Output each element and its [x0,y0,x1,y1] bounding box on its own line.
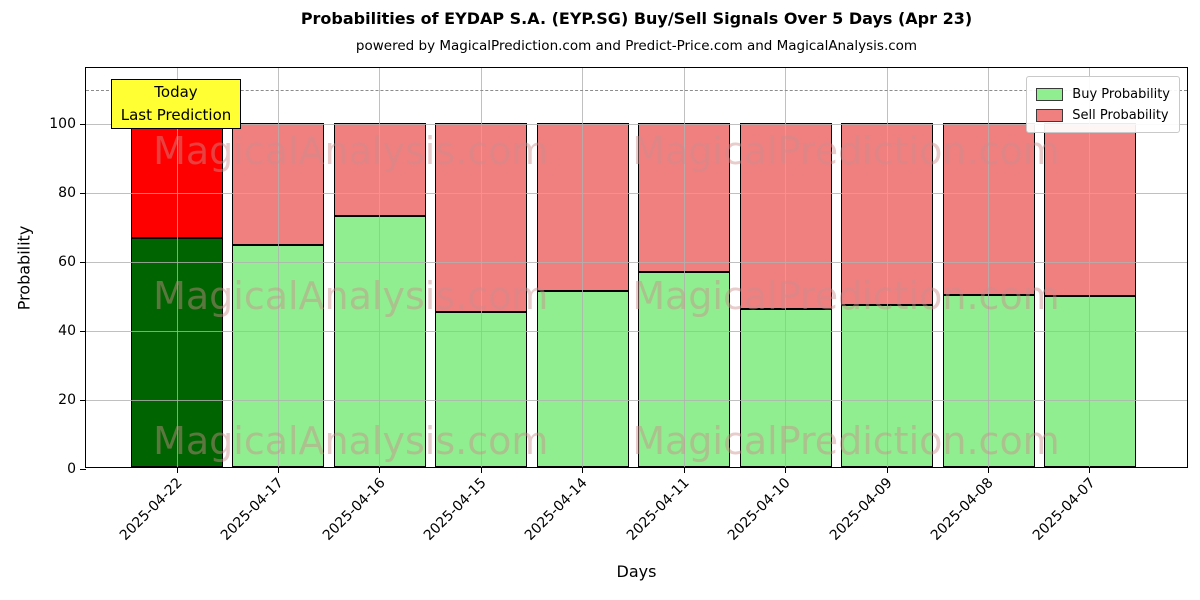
x-gridline [582,68,584,467]
x-tick-mark [582,467,584,473]
y-tick-label: 0 [67,461,76,477]
x-gridline [379,68,381,467]
watermark-magicalprediction: MagicalPrediction.com [632,418,1060,463]
x-tick-label: 2025-04-09 [826,475,896,544]
x-gridline [988,68,990,467]
x-gridline [480,68,482,467]
y-tick-mark [80,399,86,401]
x-tick-mark [988,467,990,473]
y-tick-label: 100 [49,116,76,133]
x-tick-label: 2025-04-11 [623,475,693,544]
annotation-line-1: Today [154,83,198,101]
x-tick-label: 2025-04-07 [1029,475,1099,544]
y-tick-mark [80,261,86,263]
x-tick-label: 2025-04-22 [116,475,186,544]
chart-title: Probabilities of EYDAP S.A. (EYP.SG) Buy… [300,9,973,28]
y-gridline [86,399,1187,401]
x-axis-label: Days [616,562,657,581]
watermark-magicalanalysis: MagicalAnalysis.com [153,418,549,463]
y-tick-mark [80,330,86,332]
y-tick-mark [80,468,86,470]
annotation-line-2: Last Prediction [120,106,232,124]
legend-patch-icon [1036,109,1064,122]
x-gridline [1089,68,1091,467]
watermark-magicalprediction: MagicalPrediction.com [632,129,1060,173]
y-tick-label: 60 [58,254,76,271]
y-gridline [86,261,1187,263]
x-tick-label: 2025-04-17 [217,475,287,544]
x-gridline [277,68,279,467]
x-tick-mark [1089,467,1091,473]
y-tick-mark [80,192,86,194]
legend-patch-icon [1036,88,1064,101]
legend-row: Buy Probability [1036,84,1170,105]
y-gridline [86,330,1187,332]
x-tick-label: 2025-04-16 [319,475,389,544]
chart-subtitle: powered by MagicalPrediction.com and Pre… [355,38,918,54]
x-tick-mark [379,467,381,473]
x-gridline [176,68,178,467]
y-tick-label: 20 [58,392,76,409]
y-tick-label: 40 [58,323,76,340]
x-tick-mark [886,467,888,473]
y-tick-mark [80,123,86,125]
legend-label: Buy Probability [1072,87,1170,102]
legend-row: Sell Probability [1036,105,1170,126]
x-tick-label: 2025-04-08 [927,475,997,544]
x-gridline [886,68,888,467]
watermark-magicalanalysis: MagicalAnalysis.com [153,274,549,319]
y-gridline [86,192,1187,194]
x-tick-mark [277,467,279,473]
x-tick-mark [176,467,178,473]
x-tick-label: 2025-04-15 [420,475,490,544]
x-tick-mark [480,467,482,473]
x-tick-mark [785,467,787,473]
legend-label: Sell Probability [1072,108,1169,123]
dashed-reference-line [86,90,1187,92]
plot-area: Today Last Prediction Buy Probability Sel… [49,67,1188,544]
legend: Buy Probability Sell Probability [1026,76,1180,133]
y-tick-label: 80 [58,185,76,202]
x-tick-label: 2025-04-14 [522,475,592,544]
watermark-magicalprediction: MagicalPrediction.com [632,274,1060,319]
x-gridline [683,68,685,467]
x-tick-label: 2025-04-10 [725,475,794,544]
y-gridline [86,123,1187,125]
x-gridline [785,68,787,467]
today-annotation-box: Today Last Prediction [111,79,241,129]
x-tick-mark [683,467,685,473]
watermark-magicalanalysis: MagicalAnalysis.com [153,129,549,173]
